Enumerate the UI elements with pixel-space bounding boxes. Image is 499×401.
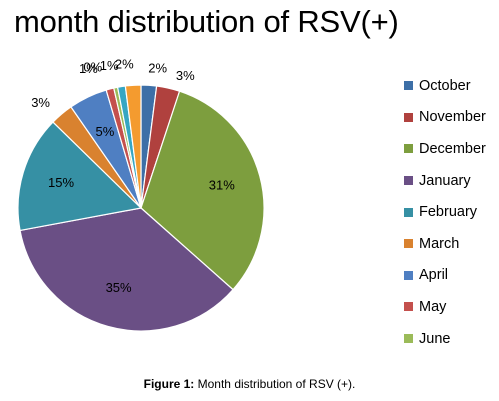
legend-item-december: December	[404, 133, 486, 165]
legend-swatch	[404, 239, 413, 249]
legend-label: October	[419, 77, 471, 94]
legend-item-march: March	[404, 228, 486, 260]
pie-data-label: 3%	[31, 95, 50, 110]
legend-item-january: January	[404, 165, 486, 197]
legend-label: April	[419, 267, 449, 284]
pie-slice-january	[19, 207, 234, 332]
legend-swatch	[404, 334, 413, 344]
caption-label: Figure 1:	[143, 377, 195, 391]
legend-swatch	[404, 81, 413, 91]
legend-label: November	[419, 109, 486, 126]
pie-slice-february	[17, 121, 143, 232]
chart-title: month distribution of RSV(+)	[14, 4, 399, 39]
pie-data-label: 15%	[48, 175, 74, 190]
pie-chart: 2% 3%31%35%15%3%5%1%0%1%2%	[17, 57, 265, 332]
legend-label: March	[419, 235, 460, 252]
pie-data-label: 1%	[100, 58, 119, 73]
pie-slices	[17, 84, 265, 332]
legend-item-november: November	[404, 102, 486, 134]
pie-data-label: 3%	[176, 68, 195, 83]
pie-labels: 2% 3%31%35%15%3%5%1%0%1%2%	[31, 57, 235, 295]
legend-label: December	[419, 140, 486, 157]
legend-swatch	[404, 270, 413, 280]
legend-item-october: October	[404, 70, 486, 102]
pie-data-label: 31%	[209, 178, 235, 193]
legend-item-may: May	[404, 291, 486, 323]
legend-label: June	[419, 330, 451, 347]
pie-data-label: 35%	[106, 280, 132, 295]
pie-data-label: 1%	[79, 61, 98, 76]
legend-item-february: February	[404, 196, 486, 228]
chart-legend: October November December January February Ma…	[404, 70, 486, 354]
figure-caption: Figure 1: Month distribution of RSV (+).	[0, 377, 499, 391]
legend-label: May	[419, 298, 447, 315]
pie-data-label: 5%	[96, 124, 115, 139]
pie-slice-december	[140, 90, 265, 291]
legend-item-april: April	[404, 260, 486, 292]
pie-data-label: 0%	[83, 59, 102, 74]
legend-swatch	[404, 302, 413, 312]
legend-swatch	[404, 207, 413, 217]
caption-text: Month distribution of RSV (+).	[194, 377, 356, 391]
legend-swatch	[404, 112, 413, 122]
pie-data-label: 2%	[148, 61, 167, 76]
pie-slice-unlabeled-10	[124, 84, 142, 209]
legend-label: January	[419, 172, 471, 189]
pie-data-label: 2%	[115, 57, 134, 72]
legend-swatch	[404, 144, 413, 154]
legend-label: February	[419, 204, 478, 221]
legend-swatch	[404, 176, 413, 186]
legend-item-june: June	[404, 323, 486, 355]
